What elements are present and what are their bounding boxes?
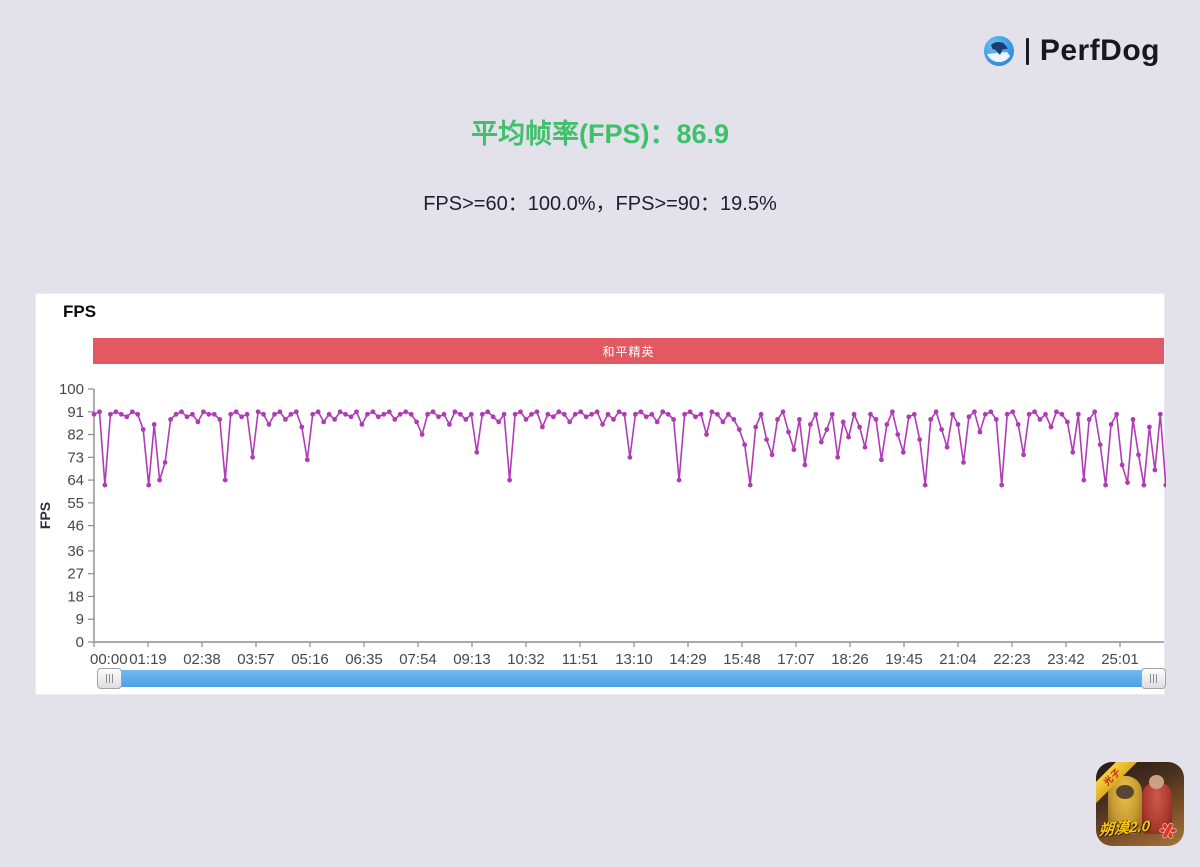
perfdog-brand: PerfDog: [983, 34, 1160, 68]
svg-text:91: 91: [67, 404, 84, 421]
svg-text:00:00: 00:00: [90, 651, 128, 668]
game-name-label: 和平精英: [602, 344, 655, 359]
range-handle-left[interactable]: [97, 668, 122, 689]
fps-chart-svg: 0 9 18 27 36 46 55 64 73 82 91 100 00:00 01:19 02:38 03…: [37, 381, 1166, 668]
brand-name: PerfDog: [1039, 34, 1160, 67]
perfdog-logo-icon: [983, 36, 1014, 66]
svg-text:05:16: 05:16: [291, 651, 329, 668]
game-name-banner: 和平精英: [93, 338, 1164, 364]
range-track[interactable]: [119, 670, 1144, 687]
svg-text:10:32: 10:32: [507, 651, 545, 668]
svg-text:14:29: 14:29: [669, 651, 707, 668]
average-fps-title: 平均帧率(FPS)：86.9: [470, 119, 730, 149]
chart-range-scrollbar[interactable]: [97, 668, 1166, 689]
character-yellow-suit: [1108, 776, 1142, 834]
svg-text:82: 82: [67, 427, 84, 444]
svg-text:21:04: 21:04: [939, 651, 977, 668]
svg-text:02:38: 02:38: [183, 651, 221, 668]
app-icon-caption: 朔漠2.0: [1098, 817, 1151, 840]
svg-text:73: 73: [67, 449, 84, 466]
svg-text:64: 64: [67, 472, 84, 489]
svg-text:17:07: 17:07: [777, 651, 815, 668]
svg-text:FPS: FPS: [37, 502, 53, 529]
svg-text:07:54: 07:54: [399, 651, 437, 668]
brand-divider: [1025, 37, 1029, 65]
svg-text:23:42: 23:42: [1047, 651, 1085, 668]
svg-text:36: 36: [67, 543, 84, 560]
fps-threshold-stats: FPS>=60：100.0%，FPS>=90：19.5%: [423, 193, 777, 215]
chart-title: FPS: [63, 302, 97, 321]
svg-text:27: 27: [67, 566, 84, 583]
svg-text:55: 55: [67, 495, 84, 512]
svg-text:15:48: 15:48: [723, 651, 761, 668]
svg-text:13:10: 13:10: [615, 651, 653, 668]
svg-text:22:23: 22:23: [993, 651, 1031, 668]
svg-text:100: 100: [59, 381, 84, 398]
svg-text:9: 9: [76, 611, 84, 628]
range-handle-right[interactable]: [1141, 668, 1166, 689]
svg-text:18:26: 18:26: [831, 651, 869, 668]
svg-text:01:19: 01:19: [129, 651, 167, 668]
svg-text:25:01: 25:01: [1101, 651, 1139, 668]
svg-text:18: 18: [67, 588, 84, 605]
game-app-icon: 光子 朔漠2.0: [1096, 762, 1184, 846]
svg-text:09:13: 09:13: [453, 651, 491, 668]
svg-text:0: 0: [76, 634, 84, 651]
svg-text:11:51: 11:51: [562, 651, 598, 668]
fps-chart-panel: 0 9 18 27 36 46 55 64 73 82 91 100 00:00 01:19 02:38 03…: [35, 293, 1166, 695]
svg-text:19:45: 19:45: [885, 651, 923, 668]
svg-text:46: 46: [67, 518, 84, 535]
svg-text:06:35: 06:35: [345, 651, 383, 668]
asterisk-badge-icon: [1158, 820, 1178, 840]
svg-text:03:57: 03:57: [237, 651, 275, 668]
